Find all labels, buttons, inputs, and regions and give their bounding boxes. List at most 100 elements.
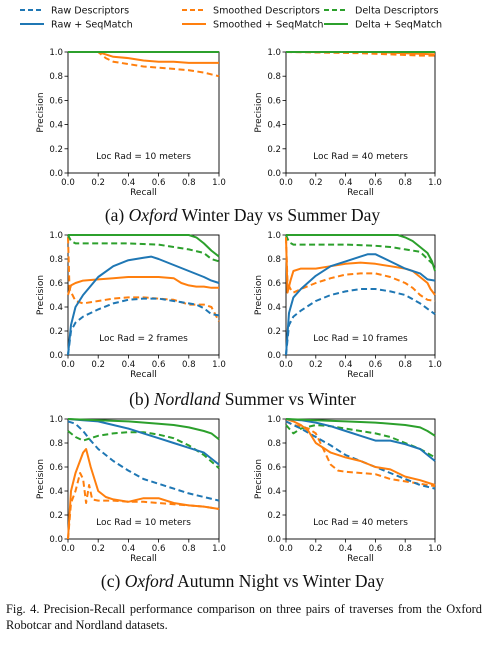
series-line-raw-descriptors [285,420,436,490]
loc-rad-annotation: Loc Rad = 10 frames [313,334,408,344]
x-tick-label: 0.4 [339,360,353,370]
y-tick-label: 1.0 [267,415,281,425]
plot-frame [67,51,220,174]
legend-item: Raw + SeqMatch [20,20,133,31]
plot-frame [285,418,436,540]
y-tick-label: 0.6 [267,279,281,289]
chart-panel-c-left: 0.0 0.2 0.4 0.6 0.8 1.0 0.0 0.2 0.4 0.6 0.8 1.0 Reca… [36,415,226,564]
x-axis-label: Recall [347,554,374,564]
y-tick-label: 0.2 [49,145,63,155]
x-tick-label: 0.4 [122,178,136,188]
figure-caption-text: Precision-Recall performance comparison … [6,602,482,632]
series-line-smoothed-seqmatch [68,51,219,64]
legend-label: Raw Descriptors [51,6,129,17]
legend-label: Delta + SeqMatch [355,20,442,31]
x-tick-label: 0.4 [122,360,136,370]
loc-rad-annotation: Loc Rad = 10 meters [96,152,191,162]
x-axis-label: Recall [130,370,157,380]
x-tick-label: 0.0 [61,544,75,554]
x-tick-label: 1.0 [212,360,226,370]
legend-item: Smoothed + SeqMatch [182,20,324,31]
x-axis-label: Recall [347,188,374,198]
series-line-delta-seqmatch [68,234,220,258]
y-tick-label: 0.6 [49,96,63,106]
x-tick-label: 1.0 [428,544,442,554]
series-line-raw-seqmatch [67,255,220,356]
x-tick-label: 0.4 [122,544,136,554]
x-tick-label: 0.0 [279,178,293,188]
series-line-delta-descriptors [285,234,436,267]
series-line-smoothed-seqmatch [285,237,436,296]
y-tick-label: 0.0 [49,169,63,179]
loc-rad-annotation: Loc Rad = 40 meters [313,152,408,162]
x-tick-label: 0.8 [398,360,412,370]
series-line-delta-descriptors [67,430,220,469]
plot-frame [67,234,220,356]
y-tick-label: 1.0 [49,48,63,58]
series-line-smoothed-seqmatch [285,418,436,486]
x-tick-label: 0.6 [152,178,166,188]
series-line-smoothed-descriptors [67,237,220,322]
series-line-raw-seqmatch [285,418,436,462]
series-line-delta-seqmatch [286,234,436,272]
x-axis-label: Recall [347,370,374,380]
chart-panel-b-right: 0.0 0.2 0.4 0.6 0.8 1.0 0.0 0.2 0.4 0.6 0.8 1.0 Reca… [254,231,442,380]
series-line-smoothed-descriptors [285,420,436,488]
series-line-smoothed-seqmatch [67,448,220,540]
subcaption-a: (a) Oxford Winter Day vs Summer Day [104,205,381,225]
x-tick-label: 0.4 [339,544,353,554]
legend-label: Delta Descriptors [355,6,438,17]
x-tick-label: 0.2 [309,544,323,554]
series-line-delta-descriptors [67,234,220,263]
x-tick-label: 0.8 [182,360,196,370]
loc-rad-annotation: Loc Rad = 40 meters [313,518,408,528]
y-axis-label: Precision [254,459,264,499]
figure-caption: Fig. 4. Precision-Recall performance comp… [6,601,482,633]
x-tick-label: 0.8 [398,544,412,554]
x-tick-label: 0.2 [91,360,105,370]
series-line-raw-descriptors [285,288,436,356]
series-line-smoothed-descriptors [285,237,436,302]
x-tick-label: 1.0 [212,178,226,188]
legend-label: Raw + SeqMatch [51,20,133,31]
figure-caption-label: Fig. 4. [6,602,40,616]
x-tick-label: 0.8 [182,544,196,554]
y-tick-label: 0.4 [267,487,281,497]
x-tick-label: 0.2 [309,178,323,188]
chart-panel-c-right: 0.0 0.2 0.4 0.6 0.8 1.0 0.0 0.2 0.4 0.6 0.8 1.0 Reca… [254,415,442,564]
y-tick-label: 0.8 [49,72,63,82]
legend-item: Delta Descriptors [324,6,438,17]
legend-item: Raw Descriptors [20,6,129,17]
y-tick-label: 0.8 [267,255,281,265]
series-line-raw-seqmatch [67,418,220,466]
x-axis-label: Recall [130,554,157,564]
x-tick-label: 0.6 [152,544,166,554]
x-tick-label: 0.0 [61,178,75,188]
x-tick-label: 0.6 [369,544,383,554]
x-tick-label: 0.0 [61,360,75,370]
y-tick-label: 0.8 [267,72,281,82]
x-tick-label: 1.0 [428,360,442,370]
x-tick-label: 0.2 [91,178,105,188]
y-tick-label: 0.8 [267,439,281,449]
x-tick-label: 0.8 [182,178,196,188]
x-axis-label: Recall [130,188,157,198]
x-tick-label: 0.2 [91,544,105,554]
y-tick-label: 0.4 [267,303,281,313]
subcaption-b: (b) Nordland Summer vs Winter [129,389,356,409]
series-line-raw-descriptors [67,297,220,356]
y-tick-label: 0.0 [49,535,63,545]
y-tick-label: 0.6 [49,463,63,473]
y-axis-label: Precision [36,275,46,315]
x-tick-label: 0.4 [339,178,353,188]
y-tick-label: 1.0 [49,415,63,425]
y-tick-label: 0.8 [49,255,63,265]
series-line-delta-seqmatch [67,418,220,441]
y-tick-label: 0.4 [49,303,63,313]
y-tick-label: 0.2 [49,511,63,521]
y-axis-label: Precision [36,92,46,132]
x-tick-label: 0.6 [369,360,383,370]
y-tick-label: 0.8 [49,439,63,449]
legend-label: Smoothed + SeqMatch [213,20,324,31]
